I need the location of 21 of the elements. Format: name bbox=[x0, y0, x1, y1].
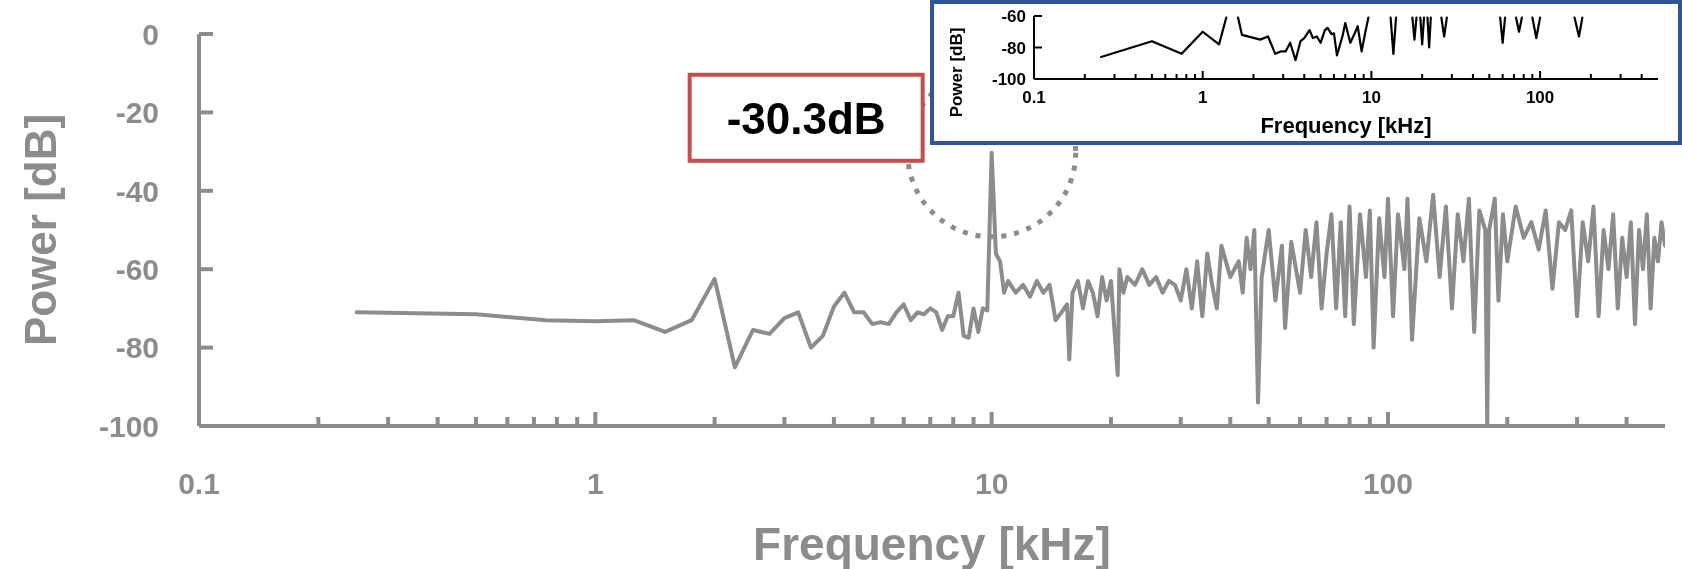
y-tick-label: -40 bbox=[115, 174, 159, 208]
x-tick-label: 0.1 bbox=[178, 467, 220, 500]
x-tick-label: 0.1 bbox=[1022, 88, 1046, 107]
y-tick-label: 0 bbox=[142, 17, 159, 51]
y-tick-label: -20 bbox=[115, 96, 159, 130]
y-tick-label: -60 bbox=[115, 253, 159, 286]
x-axis-title: Frequency [kHz] bbox=[1260, 113, 1432, 138]
annotation: -30.3dB bbox=[726, 93, 886, 143]
x-tick-label: 10 bbox=[1361, 88, 1381, 107]
x-tick-label: 100 bbox=[1525, 88, 1555, 107]
y-axis-title: Power [dB] bbox=[947, 27, 967, 118]
y-tick-label: -100 bbox=[98, 409, 159, 443]
y-tick-label: -60 bbox=[1001, 7, 1026, 27]
x-tick-label: 10 bbox=[974, 467, 1009, 500]
x-tick-label: 100 bbox=[1362, 467, 1414, 500]
x-tick-label: 1 bbox=[1197, 88, 1208, 107]
y-axis-title: Power [dB] bbox=[15, 113, 65, 347]
x-tick-label: 1 bbox=[586, 467, 604, 500]
y-tick-label: -80 bbox=[1001, 38, 1026, 58]
y-tick-label: -80 bbox=[115, 331, 159, 365]
y-tick-label: -100 bbox=[991, 70, 1026, 90]
